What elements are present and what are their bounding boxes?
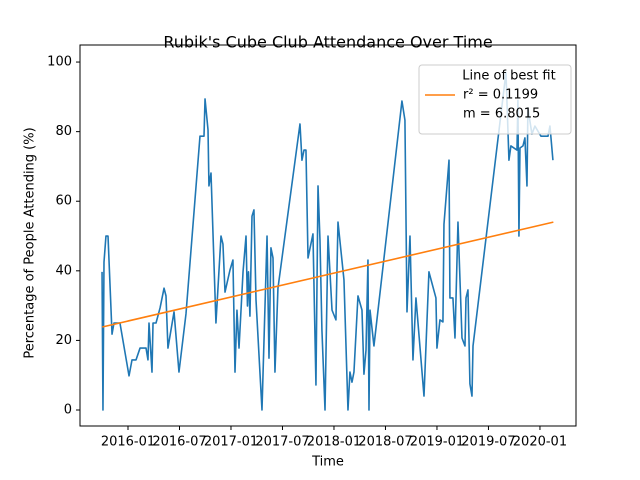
x-tick-label: 2020-01 — [513, 435, 567, 450]
data-line — [102, 221, 554, 328]
chart-title: Rubik's Cube Club Attendance Over Time — [163, 33, 492, 52]
y-axis-label: Percentage of People Attending (%) — [23, 127, 38, 358]
x-tick-label: 2017-07 — [255, 435, 309, 450]
plot-area — [101, 71, 554, 411]
y-tick-label: 100 — [47, 55, 72, 70]
x-tick-label: 2016-01 — [101, 435, 155, 450]
y-tick-label: 60 — [55, 194, 72, 209]
data-line — [101, 71, 554, 411]
x-tick-label: 2016-07 — [152, 435, 206, 450]
x-tick-label: 2018-07 — [358, 435, 412, 450]
x-tick-label: 2019-01 — [410, 435, 464, 450]
y-tick-label: 40 — [55, 263, 72, 278]
x-tick-label: 2019-07 — [461, 435, 515, 450]
x-axis-label: Time — [311, 455, 344, 470]
axes-frame — [79, 44, 577, 427]
legend-title: Line of best fit — [462, 69, 555, 84]
legend-label: r² = 0.1199 — [463, 88, 538, 103]
legend-label: m = 6.8015 — [463, 107, 540, 122]
y-tick-label: 80 — [55, 124, 72, 139]
x-tick-label: 2018-01 — [307, 435, 361, 450]
x-tick-label: 2017-01 — [204, 435, 258, 450]
y-tick-label: 20 — [55, 333, 72, 348]
legend-box — [418, 64, 572, 135]
y-tick-label: 0 — [64, 402, 72, 417]
